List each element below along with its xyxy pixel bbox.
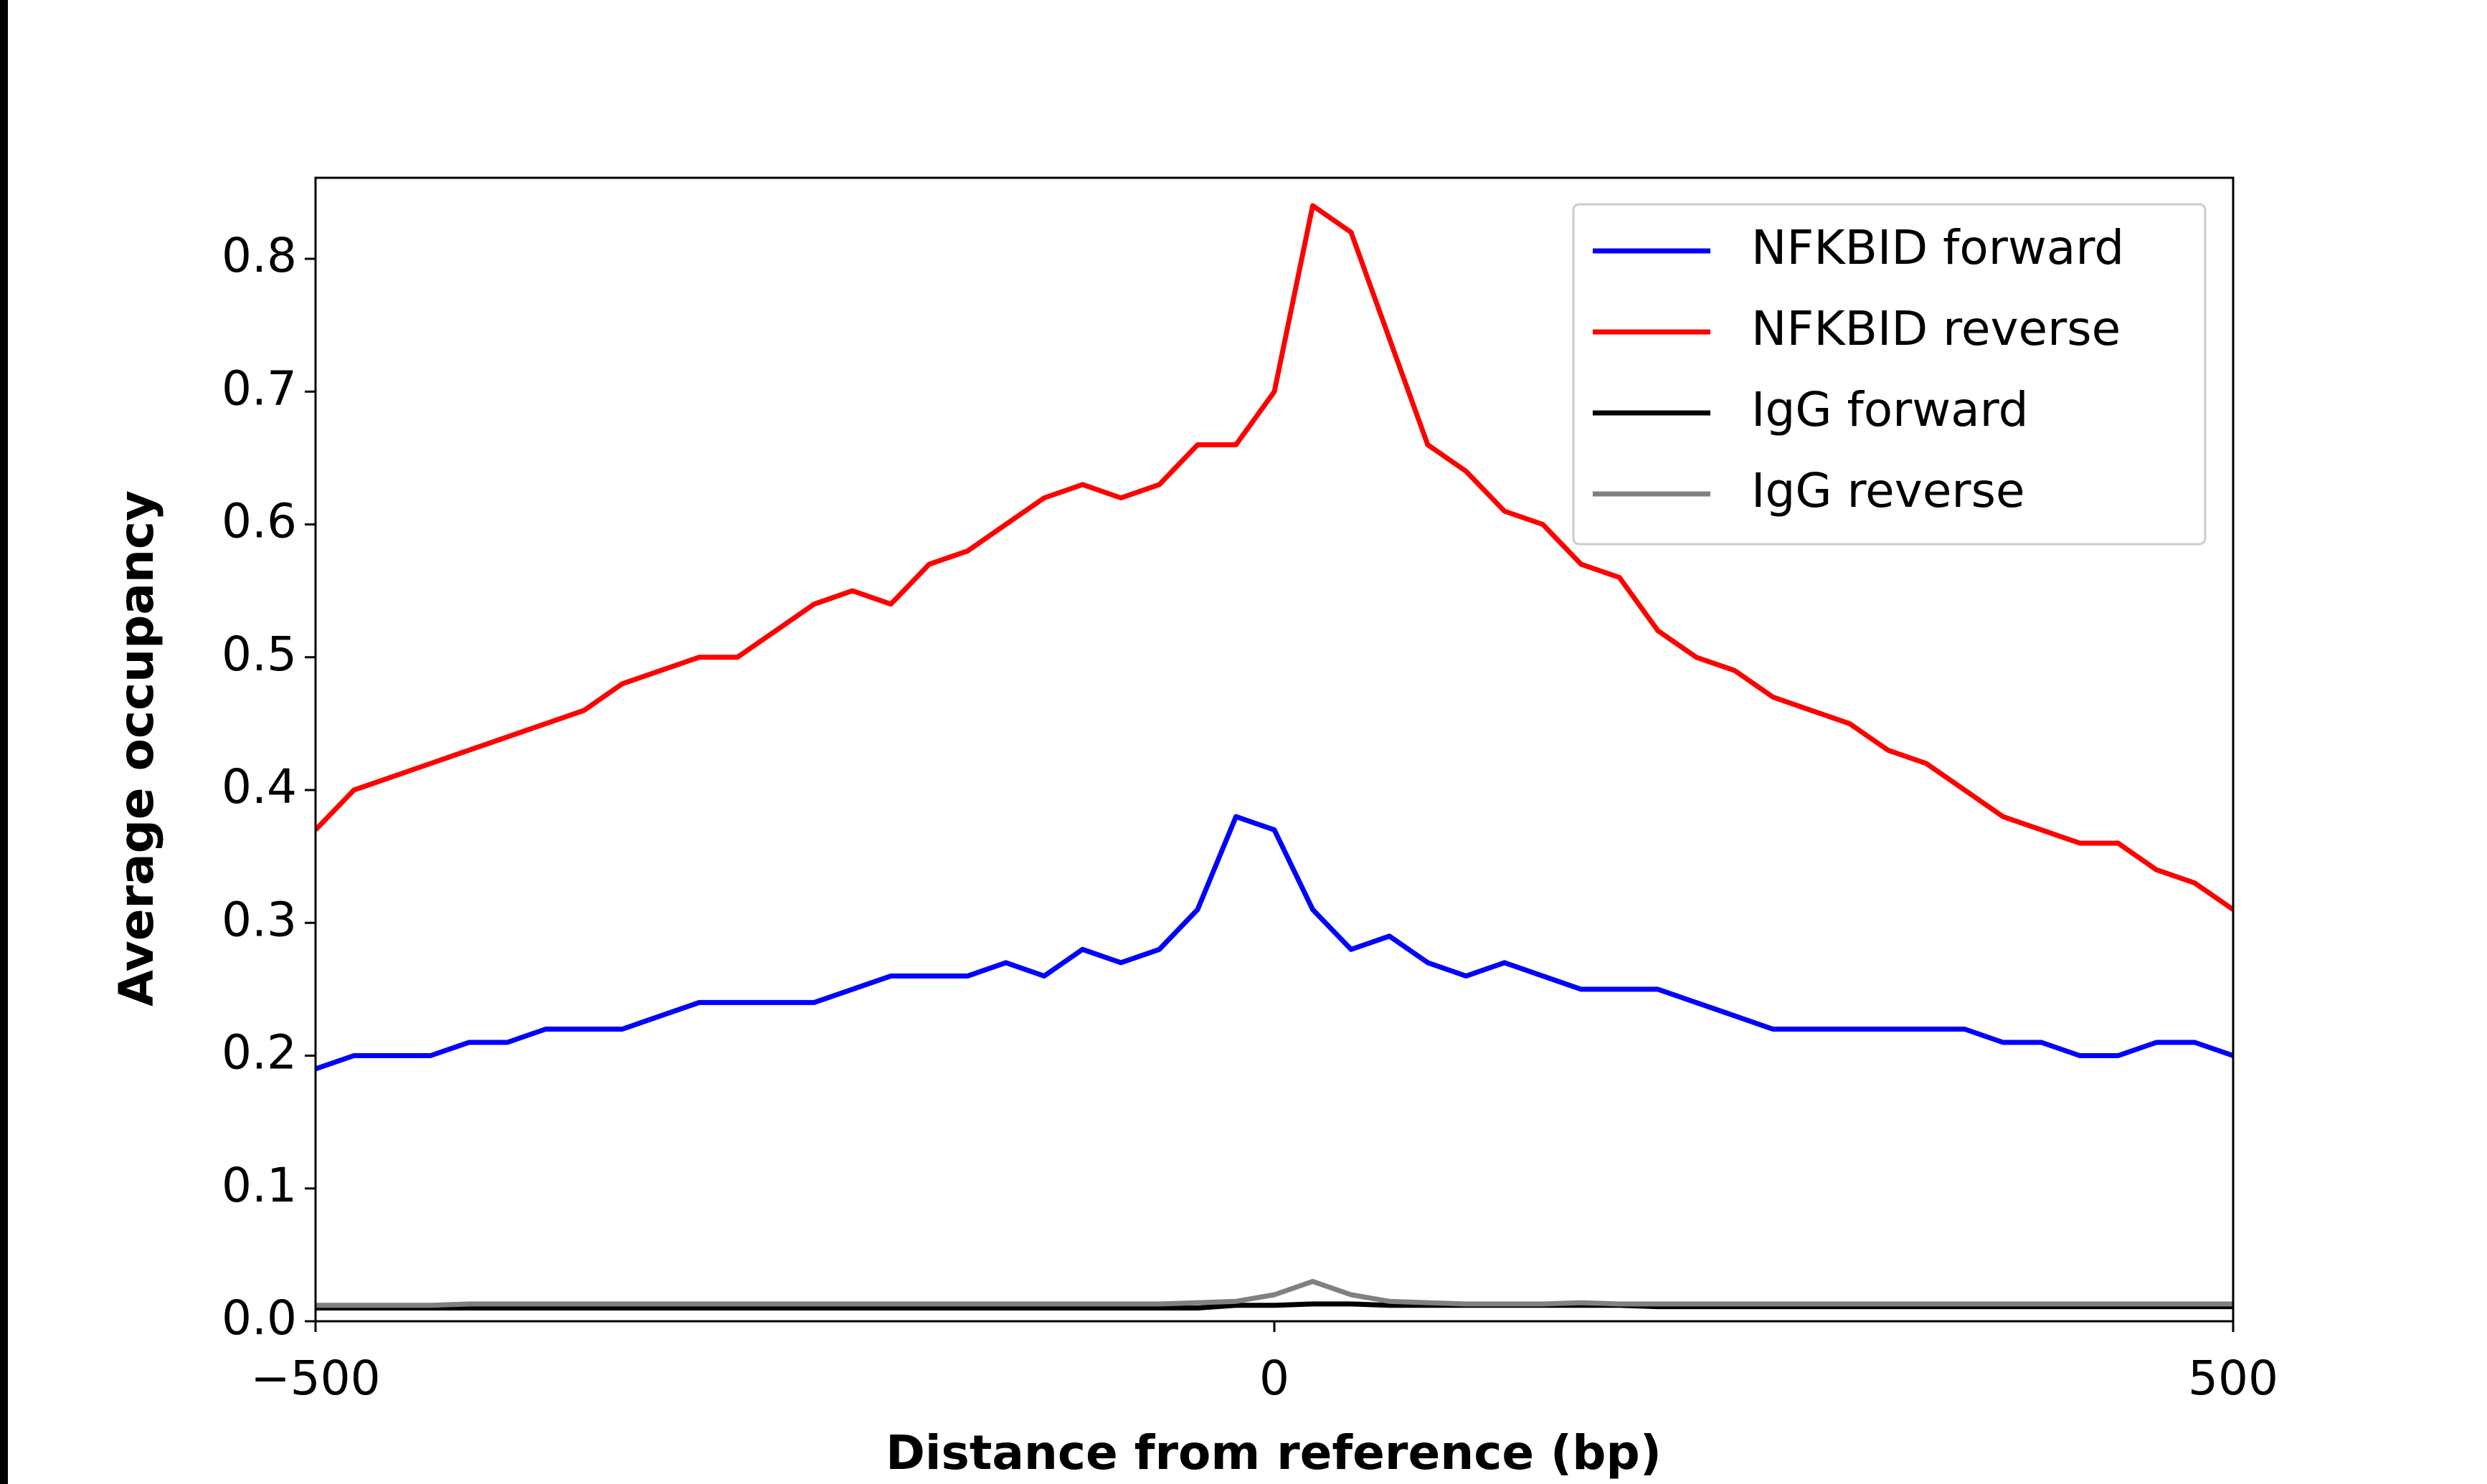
legend-box bbox=[1572, 203, 2207, 546]
series-line bbox=[316, 1278, 2233, 1308]
series-line bbox=[316, 814, 2233, 1072]
y-tick-label: 0.0 bbox=[222, 1290, 297, 1346]
y-tick-label: 0.4 bbox=[222, 759, 297, 814]
plot-frame bbox=[314, 176, 2235, 1323]
legend-label: IgG forward bbox=[1751, 382, 2029, 437]
legend-label: NFKBID forward bbox=[1751, 220, 2124, 275]
legend-label: NFKBID reverse bbox=[1751, 301, 2121, 356]
y-tick-label: 0.6 bbox=[222, 494, 297, 549]
y-axis-label: Average occupancy bbox=[109, 490, 164, 1007]
x-tick-label: 500 bbox=[2188, 1351, 2278, 1406]
y-tick-label: 0.8 bbox=[222, 228, 297, 283]
y-tick-label: 0.5 bbox=[222, 627, 297, 682]
series-line bbox=[316, 203, 2233, 912]
y-tick-label: 0.2 bbox=[222, 1025, 297, 1080]
y-tick-label: 0.7 bbox=[222, 361, 297, 416]
legend-label: IgG reverse bbox=[1751, 463, 2025, 518]
series-line bbox=[316, 1301, 2233, 1311]
x-tick-label: 0 bbox=[1259, 1351, 1289, 1406]
x-axis-label: Distance from reference (bp) bbox=[886, 1425, 1662, 1480]
y-tick-label: 0.1 bbox=[222, 1158, 297, 1213]
x-tick-label: −500 bbox=[250, 1351, 380, 1406]
left-edge bbox=[0, 0, 8, 1484]
y-tick-label: 0.3 bbox=[222, 892, 297, 947]
